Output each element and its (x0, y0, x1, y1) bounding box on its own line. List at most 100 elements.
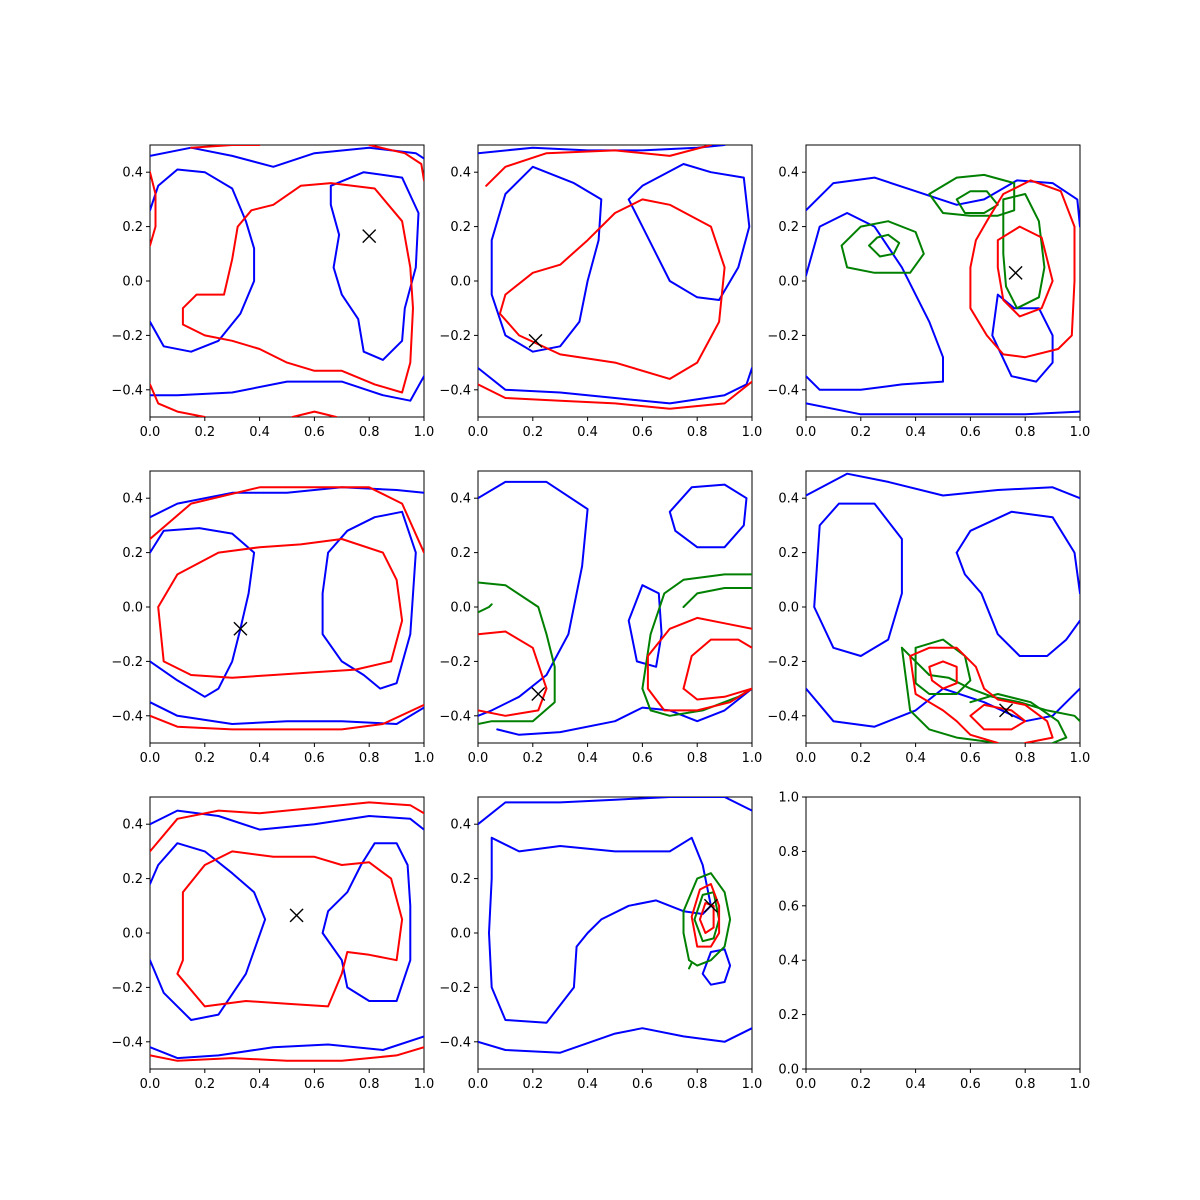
contour-line-14 (682, 687, 752, 701)
x-tick-label: 0.0 (140, 751, 161, 766)
x-tick-label: 0.4 (249, 751, 270, 766)
contour-line-2 (806, 212, 944, 391)
subplot-6: 0.0 0.2 0.4 0.6 0.8 1.0 −0.4 −0.2 0.0 0.2 0.4 (767, 470, 1090, 766)
y-tick-label: 0.4 (122, 818, 143, 833)
contour-group (478, 145, 752, 410)
x-tick-label: 1.0 (414, 425, 435, 440)
x-tick-label: 0.4 (905, 751, 926, 766)
axes-frame (149, 796, 425, 1070)
contour-line-8 (150, 383, 206, 417)
contour-group (806, 472, 1080, 743)
y-tick-label: −0.4 (439, 1035, 471, 1050)
y-tick-label: 0.2 (778, 546, 799, 561)
y-tick-label: 0.4 (450, 818, 471, 833)
x-tick-label: 0.0 (468, 425, 489, 440)
x-tick-label: 0.2 (522, 751, 543, 766)
y-tick-label: −0.4 (767, 383, 799, 398)
x-tick-label: 0.8 (687, 425, 708, 440)
x-tick-label: 0.6 (960, 425, 981, 440)
y-tick-label: −0.2 (111, 655, 143, 670)
contour-line-4 (955, 551, 1080, 657)
contour-line-1 (478, 797, 752, 826)
subplot-3: 0.0 0.2 0.4 0.6 0.8 1.0 −0.4 −0.2 0.0 0.2 0.4 (767, 144, 1090, 440)
contour-line-6 (150, 703, 424, 731)
contour-group (478, 480, 752, 736)
contour-line-11 (909, 655, 999, 743)
x-tick-label: 0.4 (577, 751, 598, 766)
contour-line-2 (150, 842, 267, 1021)
contour-line-4 (806, 402, 1080, 416)
y-tick-label: −0.2 (111, 981, 143, 996)
contour-line-6 (190, 145, 261, 149)
x-tick-label: 0.2 (194, 425, 215, 440)
contour-line-12 (646, 655, 752, 712)
x-tick-label: 0.8 (359, 751, 380, 766)
y-tick-label: −0.4 (439, 709, 471, 724)
x-tick-label: 0.8 (359, 425, 380, 440)
y-tick-label: 0.0 (450, 275, 471, 290)
x-tick-label: 0.4 (249, 1077, 270, 1092)
y-tick-label: 0.4 (778, 492, 799, 507)
x-tick-label: 0.0 (796, 751, 817, 766)
x-marker (531, 687, 546, 702)
y-tick-label: −0.4 (111, 383, 143, 398)
x-tick-label: 0.8 (687, 751, 708, 766)
x-tick-label: 0.4 (577, 1077, 598, 1092)
y-tick-label: 0.4 (450, 492, 471, 507)
contour-line-10 (478, 630, 548, 717)
contour-line-7 (368, 145, 424, 182)
contour-line-3 (321, 510, 417, 690)
y-tick-label: −0.2 (439, 329, 471, 344)
contour-line-13 (682, 638, 752, 690)
y-tick-label: 0.0 (450, 601, 471, 616)
x-tick-label: 0.6 (632, 751, 653, 766)
contour-line-6 (150, 1046, 424, 1062)
y-tick-label: 0.0 (778, 601, 799, 616)
subplot-2: 0.0 0.2 0.4 0.6 0.8 1.0 −0.4 −0.2 0.0 0.2 0.4 (439, 144, 762, 440)
contour-line-5 (478, 380, 752, 410)
x-tick-label: 1.0 (414, 751, 435, 766)
contour-line-2 (488, 836, 712, 1024)
contour-line-6 (868, 233, 901, 258)
x-tick-label: 0.4 (905, 425, 926, 440)
axes-frame (477, 144, 753, 418)
contour-line-1 (806, 176, 1080, 228)
contour-line-1 (150, 486, 424, 519)
contour-line-11 (996, 225, 1054, 318)
y-tick-label: 0.0 (122, 275, 143, 290)
contour-line-4 (150, 1035, 424, 1060)
contour-line-5 (150, 486, 424, 554)
contour-line-2 (150, 168, 256, 353)
x-tick-label: 0.2 (522, 425, 543, 440)
x-tick-label: 0.6 (632, 425, 653, 440)
contour-line-5 (150, 801, 424, 853)
contour-line-8 (682, 587, 752, 608)
subplot-9: 0.0 0.2 0.4 0.6 0.8 1.0 0.0 0.2 0.4 0.6 0.8 1.0 (778, 791, 1090, 1093)
y-tick-label: −0.4 (439, 383, 471, 398)
y-tick-label: −0.2 (767, 329, 799, 344)
contour-line-6 (485, 145, 712, 187)
x-tick-label: 0.0 (140, 1077, 161, 1092)
x-tick-label: 0.6 (304, 751, 325, 766)
y-tick-label: 0.0 (450, 927, 471, 942)
contour-line-3 (150, 375, 424, 402)
contour-line-3 (955, 510, 1080, 595)
contour-line-5 (840, 220, 925, 274)
y-tick-label: −0.2 (111, 329, 143, 344)
x-tick-label: 1.0 (742, 1077, 763, 1092)
x-marker (289, 908, 304, 923)
contour-group (478, 797, 752, 1054)
contour-line-6 (900, 646, 1080, 723)
contour-line-4 (150, 701, 424, 725)
y-tick-label: 0.2 (450, 546, 471, 561)
x-tick-label: 0.8 (687, 1077, 708, 1092)
y-tick-label: 0.4 (122, 492, 143, 507)
subplot-8: 0.0 0.2 0.4 0.6 0.8 1.0 −0.4 −0.2 0.0 0.2 0.4 (439, 796, 763, 1092)
x-tick-label: 0.6 (304, 425, 325, 440)
x-tick-label: 0.2 (522, 1077, 543, 1092)
y-tick-label: −0.4 (111, 709, 143, 724)
x-tick-label: 0.8 (1015, 751, 1036, 766)
x-tick-label: 1.0 (414, 1077, 435, 1092)
x-tick-label: 0.8 (1015, 425, 1036, 440)
contour-line-7 (176, 850, 404, 1008)
